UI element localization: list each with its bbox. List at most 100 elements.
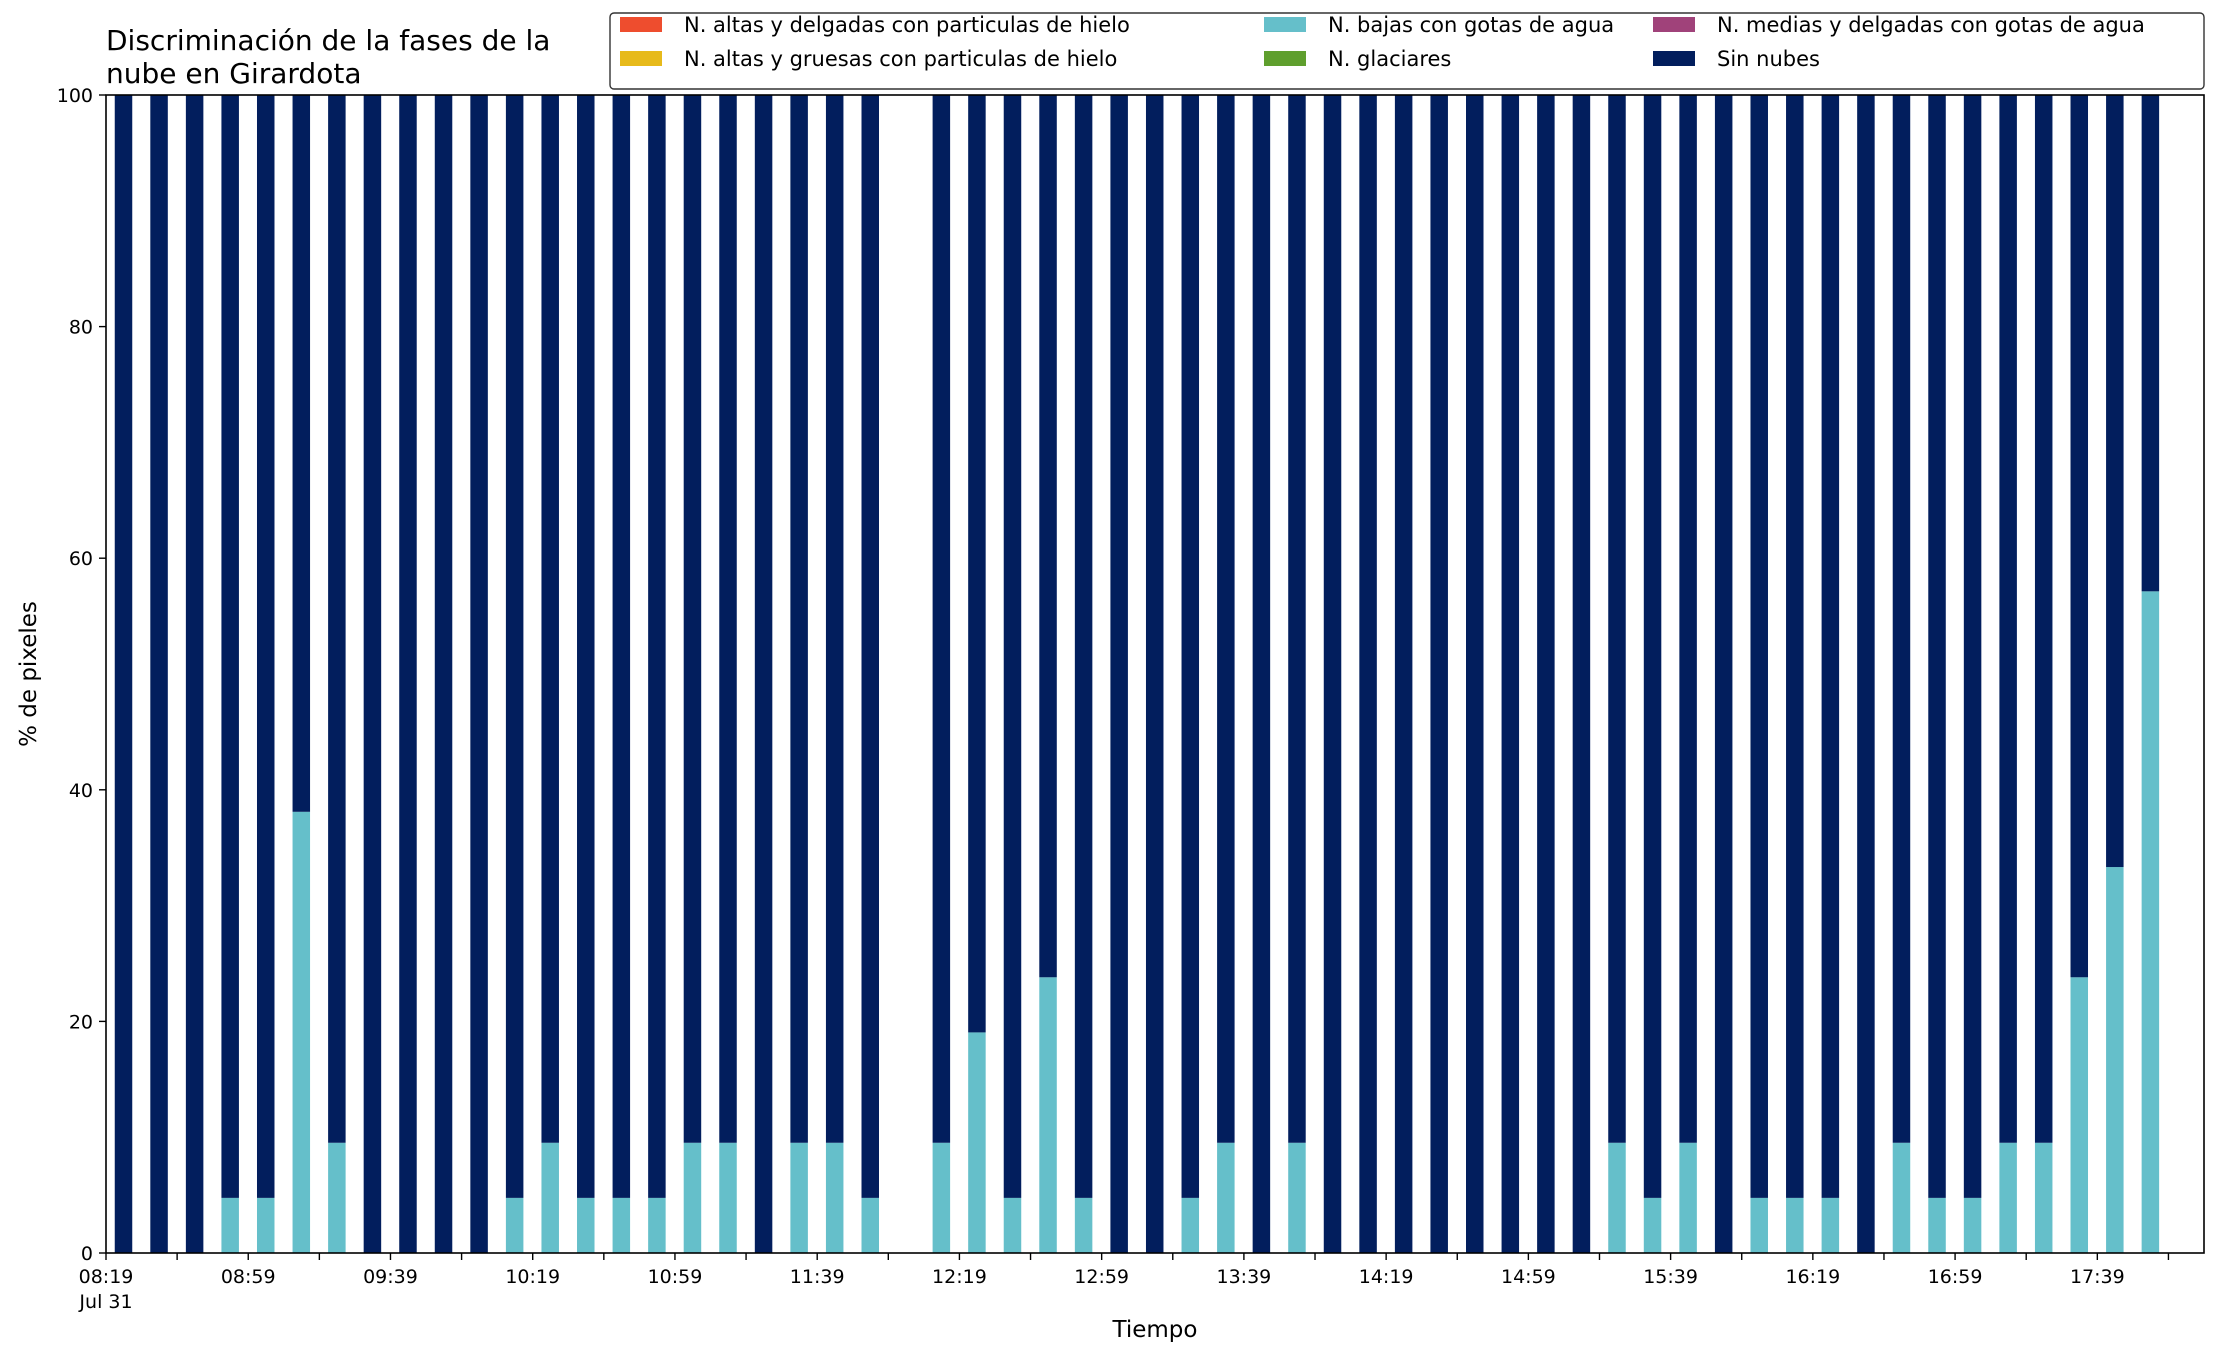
bar-0929-series-5 [363,95,382,1253]
bar-1619-series-5 [1821,95,1840,1198]
x-tick-label: 11:39 [790,1266,845,1288]
bar-1659-series-5 [1963,95,1982,1198]
legend-swatch-3 [1264,51,1306,66]
bar-1609-series-5 [1786,95,1804,1198]
bar-0819-series-5 [114,95,133,1253]
legend-label-0: N. altas y delgadas con particulas de hi… [684,13,1130,37]
bar-1209-series-5 [932,95,951,1143]
bar-1129-series-5 [790,95,808,1143]
bar-1659-series-2 [1963,1197,1982,1253]
chart-title-line-1: Discriminación de la fases de la [106,24,550,57]
bar-0919-series-5 [328,95,346,1143]
bar-1449-series-5 [1501,95,1520,1253]
bar-1729-series-5 [2070,95,2089,978]
bar-0909-series-5 [292,95,311,812]
bar-0839-series-5 [185,95,204,1253]
y-axis-label: % de pixeles [16,601,42,747]
bar-0919-series-2 [328,1142,346,1253]
bar-1319-series-2 [1181,1197,1200,1253]
bar-1749-series-5 [2141,95,2160,592]
bar-1259-series-5 [1110,95,1128,1253]
bar-1749-series-2 [2141,591,2160,1253]
bar-1519-series-2 [1608,1142,1626,1253]
legend-swatch-2 [1264,17,1306,32]
bar-1049-series-5 [648,95,666,1198]
bar-1029-series-2 [577,1197,595,1253]
legend-label-1: N. altas y gruesas con particulas de hie… [684,47,1117,71]
bar-1229-series-5 [1003,95,1022,1198]
bar-1529-series-5 [1643,95,1662,1198]
y-tick-label: 60 [69,548,93,570]
bar-1629-series-5 [1857,95,1875,1253]
bar-1329-series-2 [1217,1142,1235,1253]
x-tick-label: 08:59 [221,1266,276,1288]
bar-1559-series-2 [1750,1197,1768,1253]
bar-1719-series-5 [2034,95,2053,1143]
legend-swatch-5 [1653,51,1695,66]
bar-1309-series-5 [1145,95,1164,1253]
bar-1249-series-5 [1074,95,1093,1198]
bar-0949-series-5 [434,95,453,1253]
x-tick-label: 08:19 [79,1266,134,1288]
bar-1109-series-2 [719,1142,737,1253]
y-tick-label: 40 [69,780,93,802]
x-tick-label: 09:39 [363,1266,418,1288]
bar-1059-series-5 [683,95,702,1143]
bar-1239-series-2 [1039,977,1057,1253]
bar-0909-series-2 [292,811,311,1253]
bar-0939-series-5 [399,95,417,1253]
bar-1139-series-5 [825,95,844,1143]
bar-1729-series-2 [2070,977,2089,1253]
bar-1019-series-2 [541,1142,559,1253]
bar-1619-series-2 [1821,1197,1840,1253]
x-tick-label: 14:59 [1501,1266,1556,1288]
bar-1249-series-2 [1074,1197,1093,1253]
bar-0859-series-2 [256,1197,275,1253]
bar-1739-series-5 [2106,95,2124,868]
bar-1149-series-5 [861,95,879,1198]
x-tick-label: 15:39 [1643,1266,1698,1288]
bar-1329-series-5 [1217,95,1235,1143]
bar-0859-series-5 [256,95,275,1198]
bar-1509-series-5 [1572,95,1591,1253]
bar-0849-series-5 [221,95,239,1198]
bar-1739-series-2 [2106,867,2124,1253]
y-tick-label: 0 [81,1243,93,1265]
x-tick-label: 12:19 [932,1266,987,1288]
bar-1339-series-5 [1252,95,1271,1253]
legend-label-3: N. glaciares [1328,47,1451,71]
bar-1349-series-5 [1288,95,1306,1143]
legend-swatch-0 [620,17,662,32]
bar-0829-series-5 [150,95,168,1253]
legend-label-5: Sin nubes [1717,47,1820,71]
y-tick-label: 20 [69,1011,93,1033]
bar-1349-series-2 [1288,1142,1306,1253]
bar-1649-series-2 [1928,1197,1946,1253]
bar-1419-series-5 [1394,95,1413,1253]
legend-swatch-1 [620,51,662,66]
bar-1409-series-5 [1359,95,1377,1253]
bar-1239-series-5 [1039,95,1057,978]
x-tick-label: 17:39 [2070,1266,2125,1288]
x-tick-label: 12:59 [1074,1266,1129,1288]
bar-1009-series-2 [505,1197,524,1253]
bar-1539-series-5 [1679,95,1697,1143]
bar-1229-series-2 [1003,1197,1022,1253]
bar-1039-series-2 [612,1197,631,1253]
bar-1049-series-2 [648,1197,666,1253]
bar-1549-series-5 [1714,95,1733,1253]
bar-0959-series-5 [470,95,488,1253]
bar-1709-series-5 [1999,95,2017,1143]
bars-layer [114,95,2160,1253]
x-tick-label: 16:19 [1785,1266,1840,1288]
bar-1219-series-2 [968,1032,986,1253]
bar-1029-series-5 [577,95,595,1198]
legend: N. altas y delgadas con particulas de hi… [609,12,2205,90]
bar-1529-series-2 [1643,1197,1662,1253]
bar-1429-series-5 [1430,95,1448,1253]
bar-1359-series-5 [1323,95,1342,1253]
y-tick-label: 100 [57,85,93,107]
bar-1129-series-2 [790,1142,808,1253]
bar-1519-series-5 [1608,95,1626,1143]
